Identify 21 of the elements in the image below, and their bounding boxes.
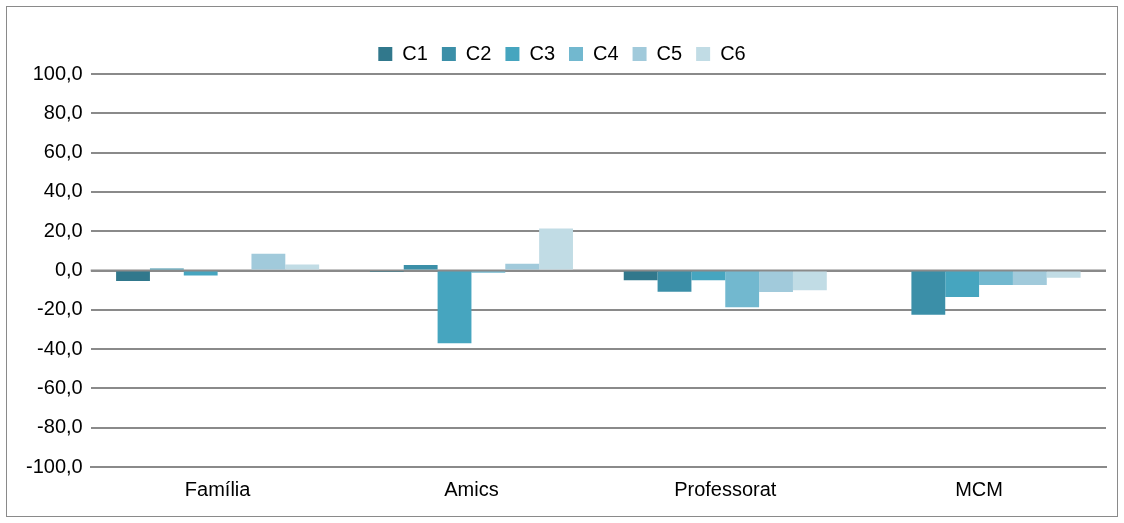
legend-label: C2 [465,41,492,64]
y-tick-label: 40,0 [43,179,83,202]
x-tick-label: Professorat [674,477,777,500]
y-tick-label: 100,0 [32,61,83,84]
y-tick-label: -80,0 [37,415,83,438]
x-tick-label: Amics [444,477,499,500]
y-tick-label: -60,0 [37,375,83,398]
legend-label: C4 [593,41,619,64]
x-tick-label: Família [184,477,252,500]
y-tick-label: 0,0 [54,258,83,281]
legend-label: C1 [402,41,428,64]
y-tick-label: -40,0 [37,336,83,359]
legend-label: C5 [656,41,683,64]
y-tick-label: -20,0 [37,297,83,320]
legend-label: C6 [720,41,746,64]
y-tick-label: 60,0 [43,140,83,163]
y-tick-label: 80,0 [43,100,83,123]
y-tick-label: 20,0 [43,218,83,241]
x-tick-label: MCM [955,477,1003,500]
y-tick-label: -100,0 [25,454,83,477]
legend-label: C3 [529,41,556,64]
